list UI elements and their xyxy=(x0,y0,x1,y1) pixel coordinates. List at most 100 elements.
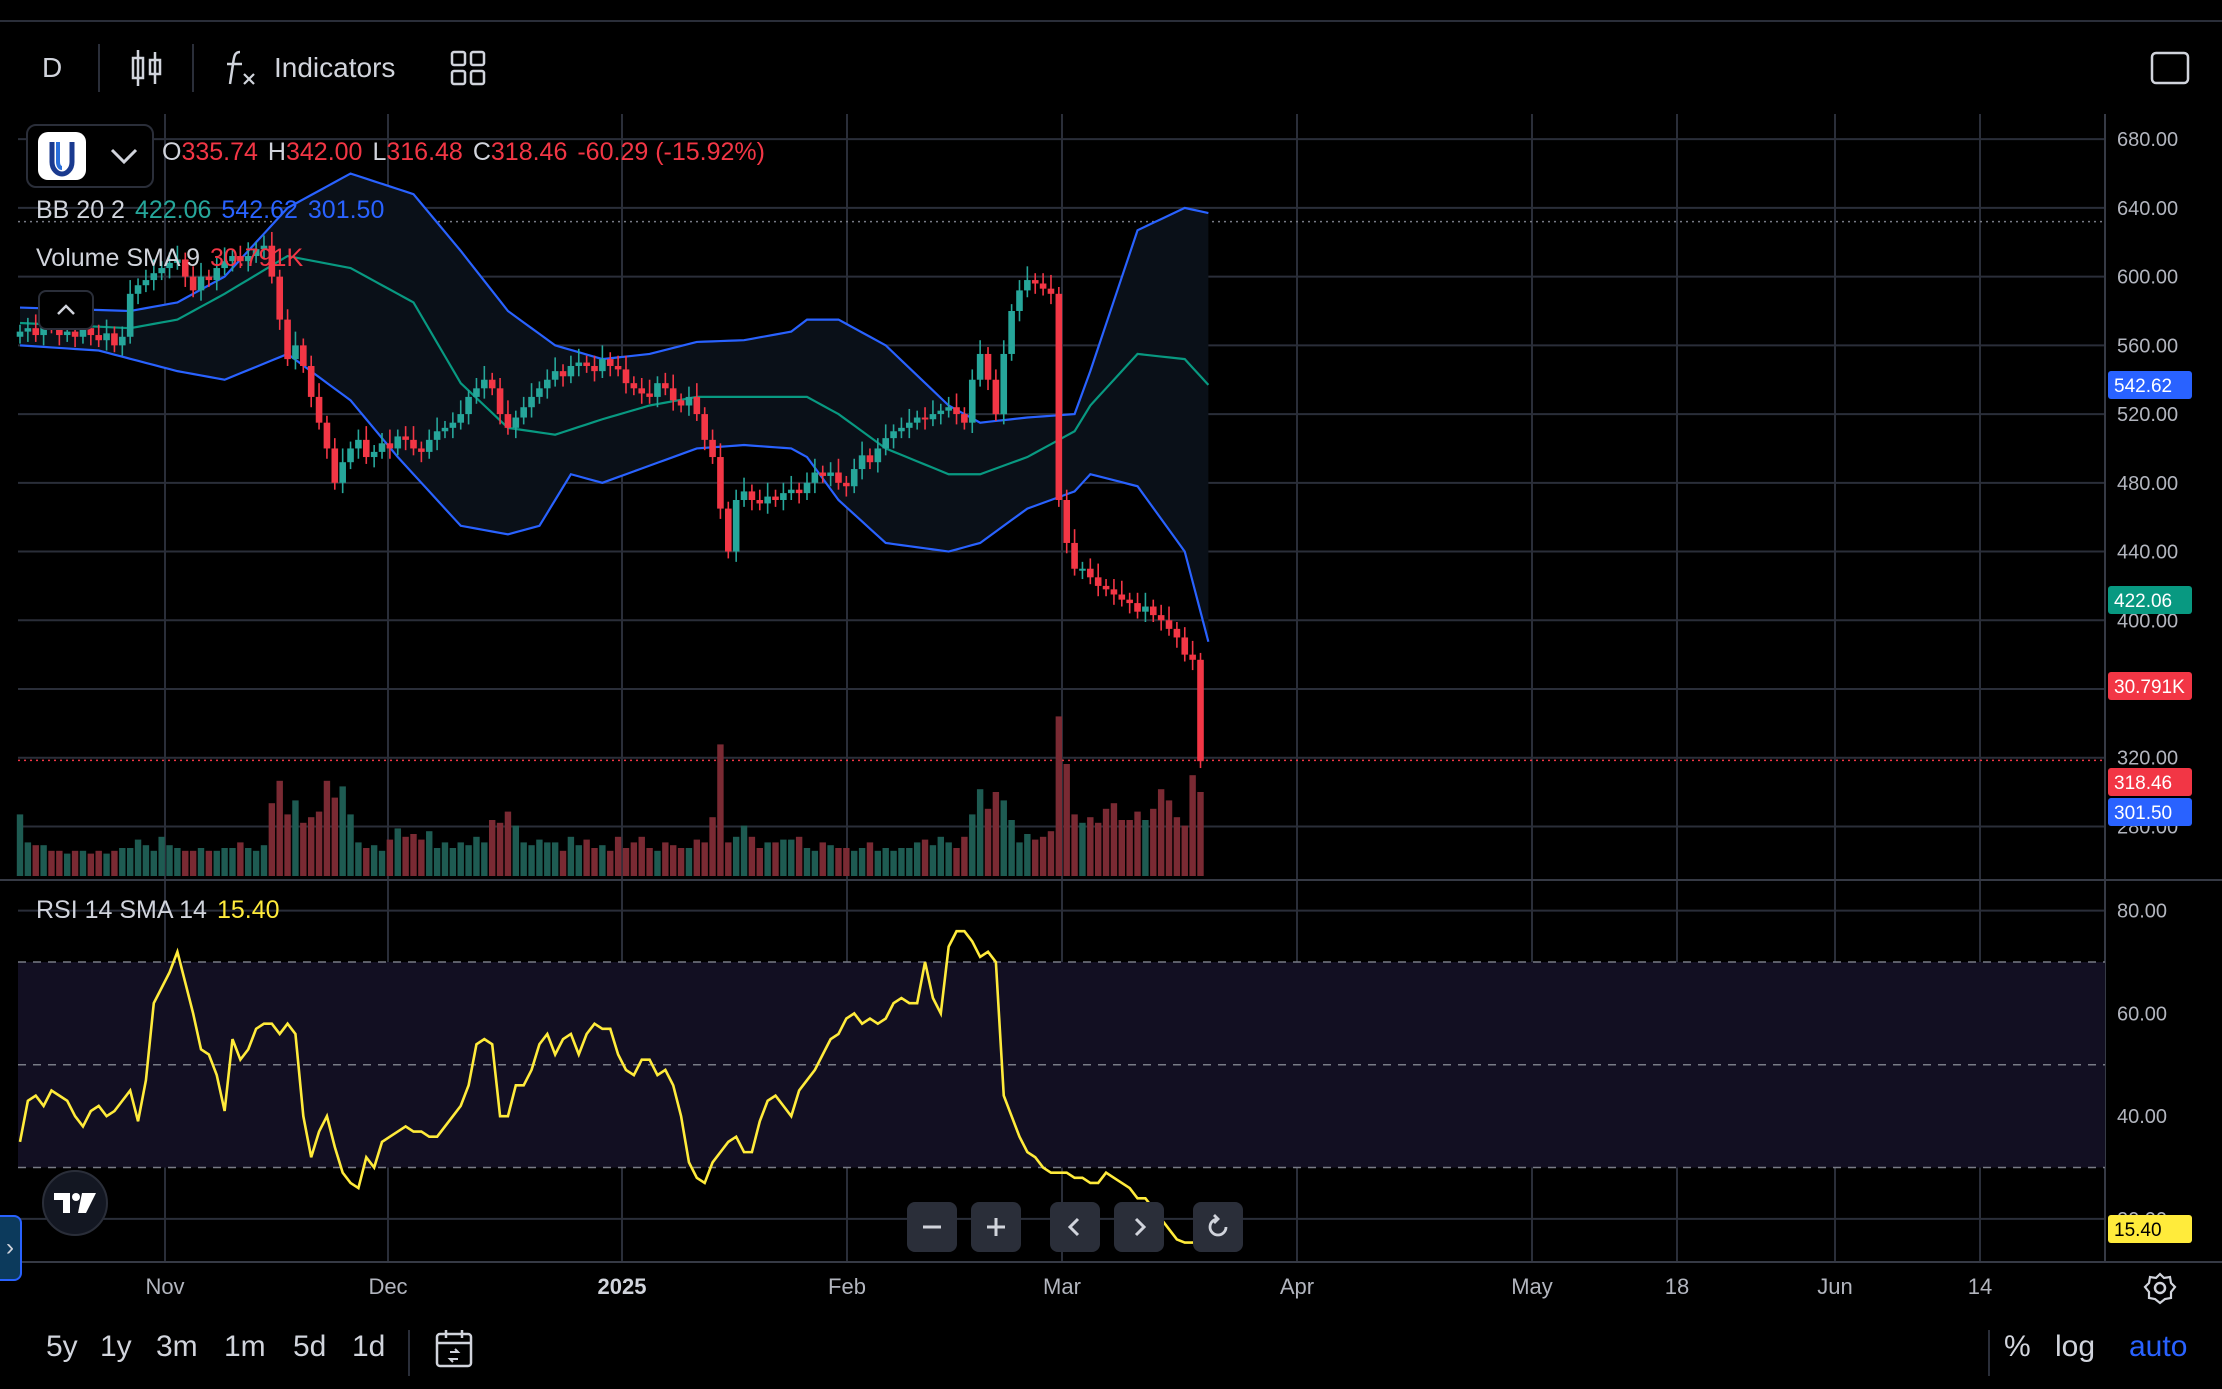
reset-chart-button[interactable] xyxy=(1193,1202,1243,1252)
volume-bar xyxy=(795,836,803,876)
candle-body xyxy=(654,383,661,397)
volume-bar xyxy=(221,848,228,876)
candle-body xyxy=(111,333,118,346)
fullscreen-button[interactable] xyxy=(2150,22,2190,114)
zoom-out-button[interactable] xyxy=(907,1202,957,1252)
top-divider xyxy=(0,20,2222,22)
collapse-legend-button[interactable] xyxy=(38,290,94,330)
volume-bar xyxy=(1000,800,1007,876)
open-label: O xyxy=(162,138,182,166)
candle-body xyxy=(221,261,228,269)
volume-bar xyxy=(237,842,244,876)
volume-bar xyxy=(1173,817,1181,876)
volume-bar xyxy=(835,848,842,876)
auto-button[interactable]: auto xyxy=(2129,1330,2188,1363)
volume-bar xyxy=(536,839,543,876)
tradingview-logo[interactable] xyxy=(42,1170,108,1236)
volume-bar xyxy=(323,780,331,876)
candle-body xyxy=(795,489,803,494)
candle-body xyxy=(339,462,346,483)
candle-body xyxy=(347,448,354,463)
low-value: 316.48 xyxy=(386,138,463,166)
rsi-badge: 15.40 xyxy=(2114,1220,2162,1241)
candle-body xyxy=(520,407,527,418)
volume-bar xyxy=(544,842,551,876)
candle-body xyxy=(119,336,126,346)
candle-body xyxy=(1181,637,1189,655)
candle-body xyxy=(929,414,937,420)
candle-body xyxy=(402,436,409,440)
settings-button[interactable] xyxy=(2142,1270,2178,1306)
range-button-5d[interactable]: 5d xyxy=(293,1330,327,1363)
price-badge: 318.46 xyxy=(2114,773,2172,794)
price-badge: 542.62 xyxy=(2114,376,2172,397)
candle-body xyxy=(937,410,945,415)
scroll-right-button[interactable] xyxy=(1114,1202,1164,1252)
price-badge-bg xyxy=(2108,798,2192,826)
minus-icon xyxy=(923,1225,941,1229)
symbol-selector[interactable] xyxy=(26,124,154,188)
time-tick-label: Mar xyxy=(1043,1274,1081,1299)
bb-basis-line xyxy=(19,254,1210,476)
candle-body xyxy=(803,482,811,494)
candle-body xyxy=(56,326,63,336)
volume-bar xyxy=(142,845,150,876)
price-tick-label: 320.00 xyxy=(2117,748,2178,770)
percent-button[interactable]: % xyxy=(2004,1330,2031,1363)
candle-body xyxy=(394,436,402,449)
open-value: 335.74 xyxy=(181,138,258,166)
range-button-1m[interactable]: 1m xyxy=(224,1330,266,1363)
volume-bar xyxy=(1181,825,1188,876)
price-badge: 422.06 xyxy=(2114,591,2172,612)
volume-bar xyxy=(205,850,213,876)
candle-body xyxy=(984,353,992,380)
toolbar-separator xyxy=(98,44,100,92)
candle-body xyxy=(292,345,299,360)
range-button-1d[interactable]: 1d xyxy=(352,1330,386,1363)
volume-bar xyxy=(433,848,441,876)
volume-bar xyxy=(874,850,882,876)
log-button[interactable]: log xyxy=(2055,1330,2096,1363)
volume-bars xyxy=(16,716,1204,876)
candle-body xyxy=(1071,542,1078,569)
time-tick-label: Jun xyxy=(1817,1274,1852,1299)
volume-bar xyxy=(662,842,669,876)
time-tick-label: Apr xyxy=(1280,1274,1314,1299)
range-button-3m[interactable]: 3m xyxy=(156,1330,198,1363)
candle-body xyxy=(512,417,520,428)
scroll-left-button[interactable] xyxy=(1050,1202,1100,1252)
volume-bar xyxy=(64,853,71,876)
reset-icon xyxy=(1208,1214,1228,1237)
candle-body xyxy=(134,285,142,294)
time-tick-label: 18 xyxy=(1665,1274,1689,1299)
indicators-button[interactable]: Indicators xyxy=(224,22,395,114)
price-tick-label: 480.00 xyxy=(2117,473,2178,495)
candle-body xyxy=(16,331,24,337)
bollinger-fill xyxy=(20,173,1209,642)
chart-type-button[interactable] xyxy=(130,22,164,114)
volume-bar xyxy=(410,834,417,876)
candle-body xyxy=(24,328,32,332)
zoom-in-button[interactable] xyxy=(971,1202,1021,1252)
volume-bar xyxy=(591,848,598,876)
volume-bar xyxy=(473,836,480,876)
candle-body xyxy=(1157,615,1165,621)
range-button-5y[interactable]: 5y xyxy=(46,1330,78,1363)
time-tick-label: 2025 xyxy=(598,1274,647,1299)
interval-button[interactable]: D xyxy=(42,22,62,114)
volume-bar xyxy=(402,836,409,876)
side-panel-toggle[interactable]: › xyxy=(0,1215,22,1281)
price-tick-label: 400.00 xyxy=(2117,610,2178,632)
volume-bar xyxy=(898,848,905,876)
volume-bar xyxy=(213,850,220,876)
volume-bar xyxy=(426,831,433,876)
time-tick-label: Feb xyxy=(828,1274,866,1299)
gear-icon xyxy=(2143,1272,2177,1305)
date-range-button[interactable] xyxy=(434,1328,474,1375)
range-button-1y[interactable]: 1y xyxy=(100,1330,132,1363)
candle-body xyxy=(1149,606,1157,616)
layouts-button[interactable] xyxy=(450,22,486,114)
candle-body xyxy=(890,431,897,439)
candle-body xyxy=(732,500,740,552)
